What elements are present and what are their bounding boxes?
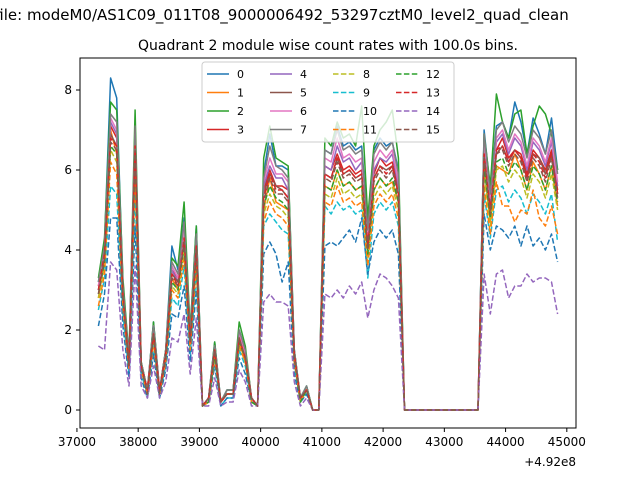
- legend-label-8: 8: [363, 68, 370, 81]
- plot-lines: [97, 77, 559, 411]
- x-tick-label: 37000: [58, 435, 96, 449]
- x-tick-label: 39000: [180, 435, 218, 449]
- legend-label-7: 7: [300, 124, 307, 137]
- x-tick-label: 38000: [119, 435, 157, 449]
- legend-label-2: 2: [237, 105, 244, 118]
- legend-label-6: 6: [300, 105, 307, 118]
- legend-label-12: 12: [426, 68, 440, 81]
- legend-label-15: 15: [426, 124, 440, 137]
- plot-frame: [79, 57, 577, 429]
- x-tick-label: 40000: [242, 435, 280, 449]
- legend-label-14: 14: [426, 105, 440, 118]
- legend-label-3: 3: [237, 124, 244, 137]
- legend-label-5: 5: [300, 87, 307, 100]
- y-tick-label: 8: [64, 83, 72, 97]
- y-tick-label: 6: [64, 163, 72, 177]
- legend-label-10: 10: [363, 105, 377, 118]
- x-axis: 37000 38000 39000 40000 41000 42000 43000 44000…: [58, 428, 586, 449]
- series-line-9: [97, 185, 559, 411]
- figure-suptitle: n file: modeM0/AS1C09_011T08_9000006492_…: [0, 6, 640, 26]
- y-tick-label: 0: [64, 403, 72, 417]
- x-tick-label: 44000: [486, 435, 524, 449]
- x-tick-label: 41000: [303, 435, 341, 449]
- legend-label-9: 9: [363, 87, 370, 100]
- series-line-14: [97, 261, 559, 411]
- legend-label-13: 13: [426, 87, 440, 100]
- x-offset-label: +4.92e8: [524, 455, 576, 469]
- x-tick-label: 43000: [425, 435, 463, 449]
- series-line-12: [97, 145, 559, 411]
- legend-label-1: 1: [237, 87, 244, 100]
- legend-label-11: 11: [363, 124, 377, 137]
- suptitle-text: n file: modeM0/AS1C09_011T08_9000006492_…: [0, 6, 569, 24]
- chart-title: Quadrant 2 module wise count rates with …: [138, 38, 518, 54]
- legend-label-0: 0: [237, 68, 244, 81]
- y-axis: 0 2 4 6 8: [64, 83, 80, 417]
- series-line-15: [97, 141, 559, 411]
- x-tick-label: 45000: [548, 435, 586, 449]
- y-tick-label: 2: [64, 323, 72, 337]
- series-line-11: [97, 161, 559, 411]
- y-tick-label: 4: [64, 243, 72, 257]
- x-tick-label: 42000: [364, 435, 402, 449]
- series-line-7: [97, 113, 559, 411]
- legend-box: [201, 61, 455, 143]
- legend-label-4: 4: [300, 68, 307, 81]
